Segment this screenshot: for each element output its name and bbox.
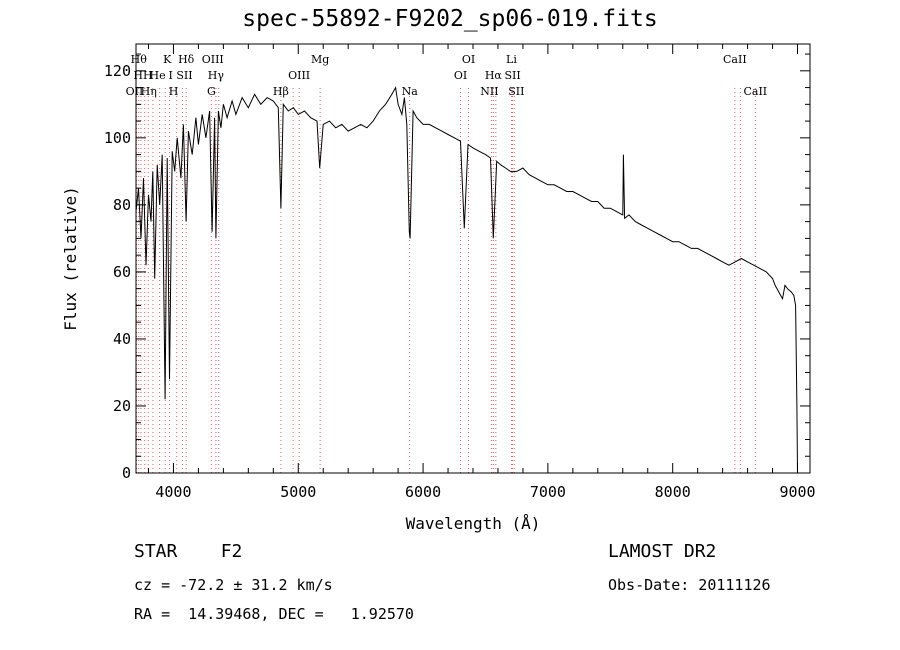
y-tick-label: 0 [122,464,131,482]
line-label: Mg [311,53,329,66]
spectrum-series [135,86,798,474]
observation-date: Obs-Date: 20111126 [608,576,771,594]
coordinates-readout: RA = 14.39468, DEC = 1.92570 [134,605,414,623]
line-markers [135,88,756,473]
x-axis-label: Wavelength (Å) [406,514,541,533]
y-tick-label: 40 [113,330,131,348]
line-label: Hθ [131,53,148,66]
line-label: OIII [288,69,310,82]
y-axis-label: Flux (relative) [61,186,80,331]
line-label: K [163,53,172,66]
survey-name: LAMOST DR2 [608,541,717,562]
line-label: Li [506,53,517,66]
plot-frame [135,43,811,474]
line-label: NII [480,85,498,98]
line-label: OI [462,53,475,66]
y-tick-label: 80 [113,196,131,214]
line-label: SII [176,69,192,82]
object-class: STAR F2 [134,541,243,562]
x-tick-label: 4000 [155,483,191,501]
line-label: G [207,85,216,98]
line-label: CaII [723,53,747,66]
line-label: OIII [202,53,224,66]
x-tick-label: 8000 [655,483,691,501]
line-label: CaII [743,85,767,98]
axes: 4000 5000 6000 7000 8000 9000 0 20 40 60 80 100 120 W… [61,43,816,533]
line-label: Na [402,85,419,98]
line-label: SII [508,85,524,98]
line-label: Hη [141,85,157,98]
line-label: Hα [485,69,503,82]
line-label: SII [504,69,520,82]
line-label: Hδ [178,53,195,66]
y-tick-label: 20 [113,397,131,415]
x-tick-label: 5000 [280,483,316,501]
line-label: HH [133,69,152,82]
y-tick-label: 100 [104,129,131,147]
x-tick-label: 6000 [405,483,441,501]
line-label: OII [126,85,144,98]
line-label: Hγ [208,69,225,82]
x-tick-label: 7000 [530,483,566,501]
spectrum-line [135,86,798,474]
chart-title: spec-55892-F9202_sp06-019.fits [242,6,658,32]
line-label: He [150,69,166,82]
redshift-readout: cz = -72.2 ± 31.2 km/s [134,576,333,594]
line-label: I [169,69,173,82]
y-tick-label: 60 [113,263,131,281]
line-label: Hβ [273,85,289,98]
line-label: H [169,85,179,98]
x-tick-label: 9000 [779,483,815,501]
line-label: OI [454,69,467,82]
y-tick-label: 120 [104,62,131,80]
